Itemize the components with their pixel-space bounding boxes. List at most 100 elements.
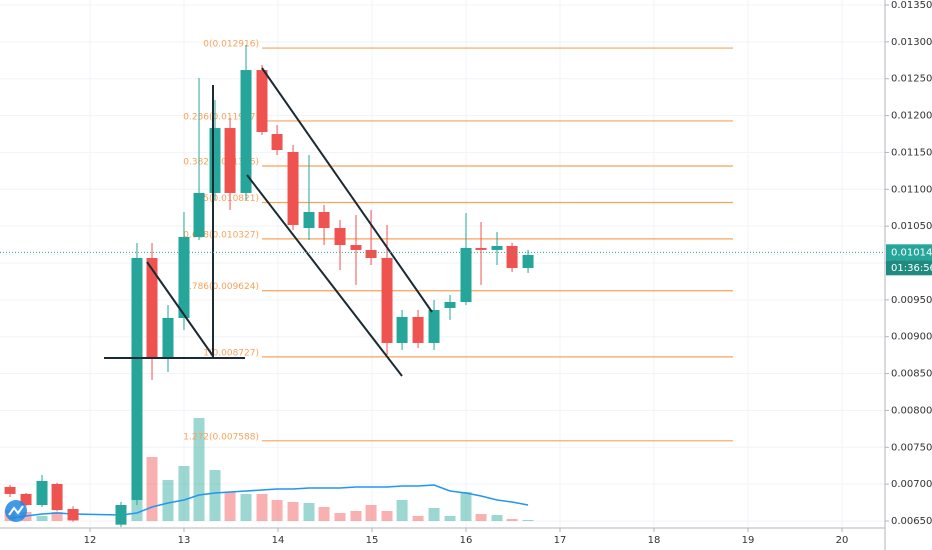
fib-label: 0.618(0.010327) [183,230,259,240]
candle-body [224,128,236,193]
trend-drawings [104,67,433,377]
volume-bar [365,505,377,521]
volume-bar [475,514,487,521]
volume-bar [460,492,472,521]
volume-bar [36,516,48,521]
volume-bar [522,520,534,521]
candle-body [193,192,205,237]
volume-bar [256,494,268,521]
candle-body [256,70,268,133]
volume-bar [396,500,408,521]
last-price-box [886,244,932,261]
x-tick-label: 16 [460,535,473,546]
candle-body [4,486,16,494]
last-price-label: 0.010145 [891,247,932,258]
candle-body [381,257,393,343]
candle-body [162,317,174,358]
logo-mark [8,505,24,516]
candle-body [522,254,534,269]
candle-body [491,245,503,250]
candle-body [67,508,79,520]
volume-bar [334,513,346,521]
candle-body [365,249,377,258]
volume-bar [412,516,424,521]
x-tick-label: 18 [648,535,661,546]
fib-label: 0.236(0.011927) [183,112,259,122]
candle-body [396,316,408,343]
candle-body [131,257,143,500]
volume-bar [51,512,63,521]
volume-bar [303,503,315,521]
candle-body [412,316,424,343]
candle-body [350,245,362,250]
candle-body [178,236,190,318]
fib-label: 0.382(0.011316) [183,157,259,167]
candle-body [318,211,330,228]
candle-body [146,257,158,358]
volume-bar [491,515,503,521]
volume-bar [224,492,236,521]
volume-bar [444,516,456,521]
countdown-label: 01:36:56 [891,263,932,274]
x-tick-label: 15 [366,535,379,546]
volume-bar [240,494,252,521]
volume-bar [178,466,190,521]
channel-line [246,174,403,377]
flag-line [146,261,214,357]
x-tick-label: 12 [84,535,97,546]
x-tick-label: 14 [272,535,285,546]
candle-body [51,483,63,511]
volume-bar [271,500,283,521]
fib-label: 0.786(0.009624) [183,282,259,292]
candle-body [115,505,127,525]
candle-body [428,309,440,343]
volume-bar [506,519,518,521]
candle-body [475,247,487,250]
fib-label: 1(0.008727) [203,348,259,358]
candle-body [36,480,48,506]
fib-label: 0.5(0.010821) [195,194,259,204]
x-tick-label: 20 [836,535,849,546]
candle-body [20,493,32,506]
volume-bar [162,480,174,521]
candle-body [209,128,221,193]
volume-bar [146,457,158,521]
candle-body [506,245,518,269]
candle-layer [4,45,534,527]
fib-label: 0(0.012916) [203,40,259,50]
volume-bar [318,507,330,521]
fib-layer: 0(0.012916) 0.236(0.011927) 0.382(0.011316… [183,40,733,442]
volume-bar [381,511,393,521]
y-tick-label: 0.013500 [891,0,932,11]
candle-body [460,247,472,302]
candle-body [444,301,456,308]
countdown-box [886,260,932,276]
candle-body [240,70,252,193]
x-tick-label: 13 [178,535,191,546]
candle-body [271,134,283,151]
volume-bar [209,470,221,521]
logo [5,500,27,522]
x-tick-label: 19 [742,535,755,546]
x-tick-label: 17 [554,535,567,546]
volume-bar [193,418,205,521]
volume-bar [287,502,299,521]
candle-body [303,211,315,228]
candle-body [287,151,299,225]
volume-bar [428,508,440,521]
channel-line [261,67,433,313]
